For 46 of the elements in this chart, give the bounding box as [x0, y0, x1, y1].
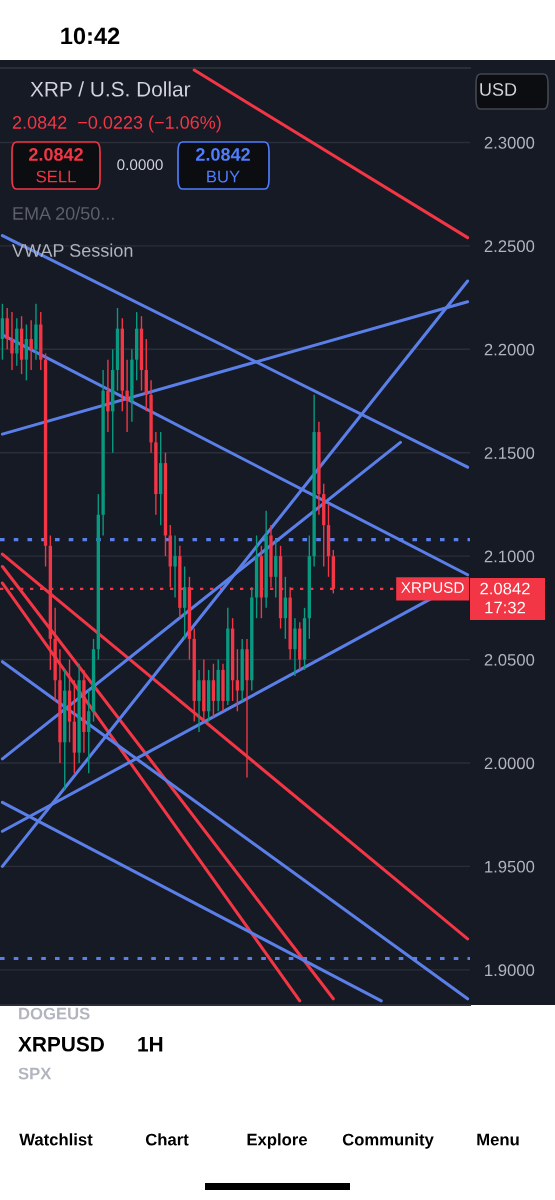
candlestick	[211, 663, 216, 719]
candlestick	[87, 689, 91, 775]
text: 17:32	[485, 601, 526, 614]
text: SPX	[18, 1067, 52, 1080]
y-tick-label: 2.3000	[484, 136, 535, 149]
annotation: BUY	[207, 170, 240, 183]
candlestick	[10, 311, 14, 371]
candlestick	[0, 303, 5, 361]
candlestick	[293, 617, 297, 677]
text: 10:42	[61, 27, 120, 45]
text: Explore	[247, 1133, 307, 1149]
y-tick-label: 2.0000	[484, 757, 535, 770]
y-tick-label: 1.9000	[485, 964, 535, 977]
candlestick	[5, 307, 9, 351]
candlestick	[106, 358, 110, 433]
candlestick	[182, 565, 187, 640]
text: Chart	[145, 1133, 189, 1146]
candlestick	[29, 319, 33, 371]
annotation: 2.0842	[196, 148, 250, 161]
text: 1H	[138, 1037, 163, 1052]
y-tick-label: 2.0500	[484, 653, 535, 666]
text: Community	[342, 1133, 434, 1149]
candlestick	[235, 648, 240, 712]
candlestick	[173, 534, 177, 599]
candlestick	[274, 538, 278, 599]
candlestick	[24, 323, 29, 382]
text: XRPUSD	[18, 1036, 104, 1052]
text: XRP / U.S. Dollar	[30, 81, 191, 97]
y-tick-label: 2.1500	[484, 447, 535, 459]
text: USD	[480, 83, 517, 96]
y-tick-label: 2.1000	[484, 550, 535, 563]
text: Menu	[477, 1133, 519, 1146]
candlestick	[197, 669, 201, 733]
annotation: EMA 20/50...	[13, 206, 114, 220]
y-tick-label: 1.9500	[485, 860, 535, 873]
y-tick-label: 2.2000	[484, 343, 535, 356]
text: 2.0842	[480, 582, 530, 595]
annotation: 2.0842 −0.0223 (−1.06%)	[12, 115, 221, 133]
ref-line-label: XRPUSD	[401, 582, 464, 593]
annotation: SELL	[36, 170, 76, 183]
text: Watchlist	[19, 1133, 93, 1146]
y-tick-label: 2.2500	[484, 240, 535, 253]
text: DOGEUS	[19, 1007, 90, 1020]
candlestick	[125, 358, 129, 433]
annotation: 2.0842	[29, 148, 83, 161]
annotation: 0.0000	[117, 159, 163, 171]
